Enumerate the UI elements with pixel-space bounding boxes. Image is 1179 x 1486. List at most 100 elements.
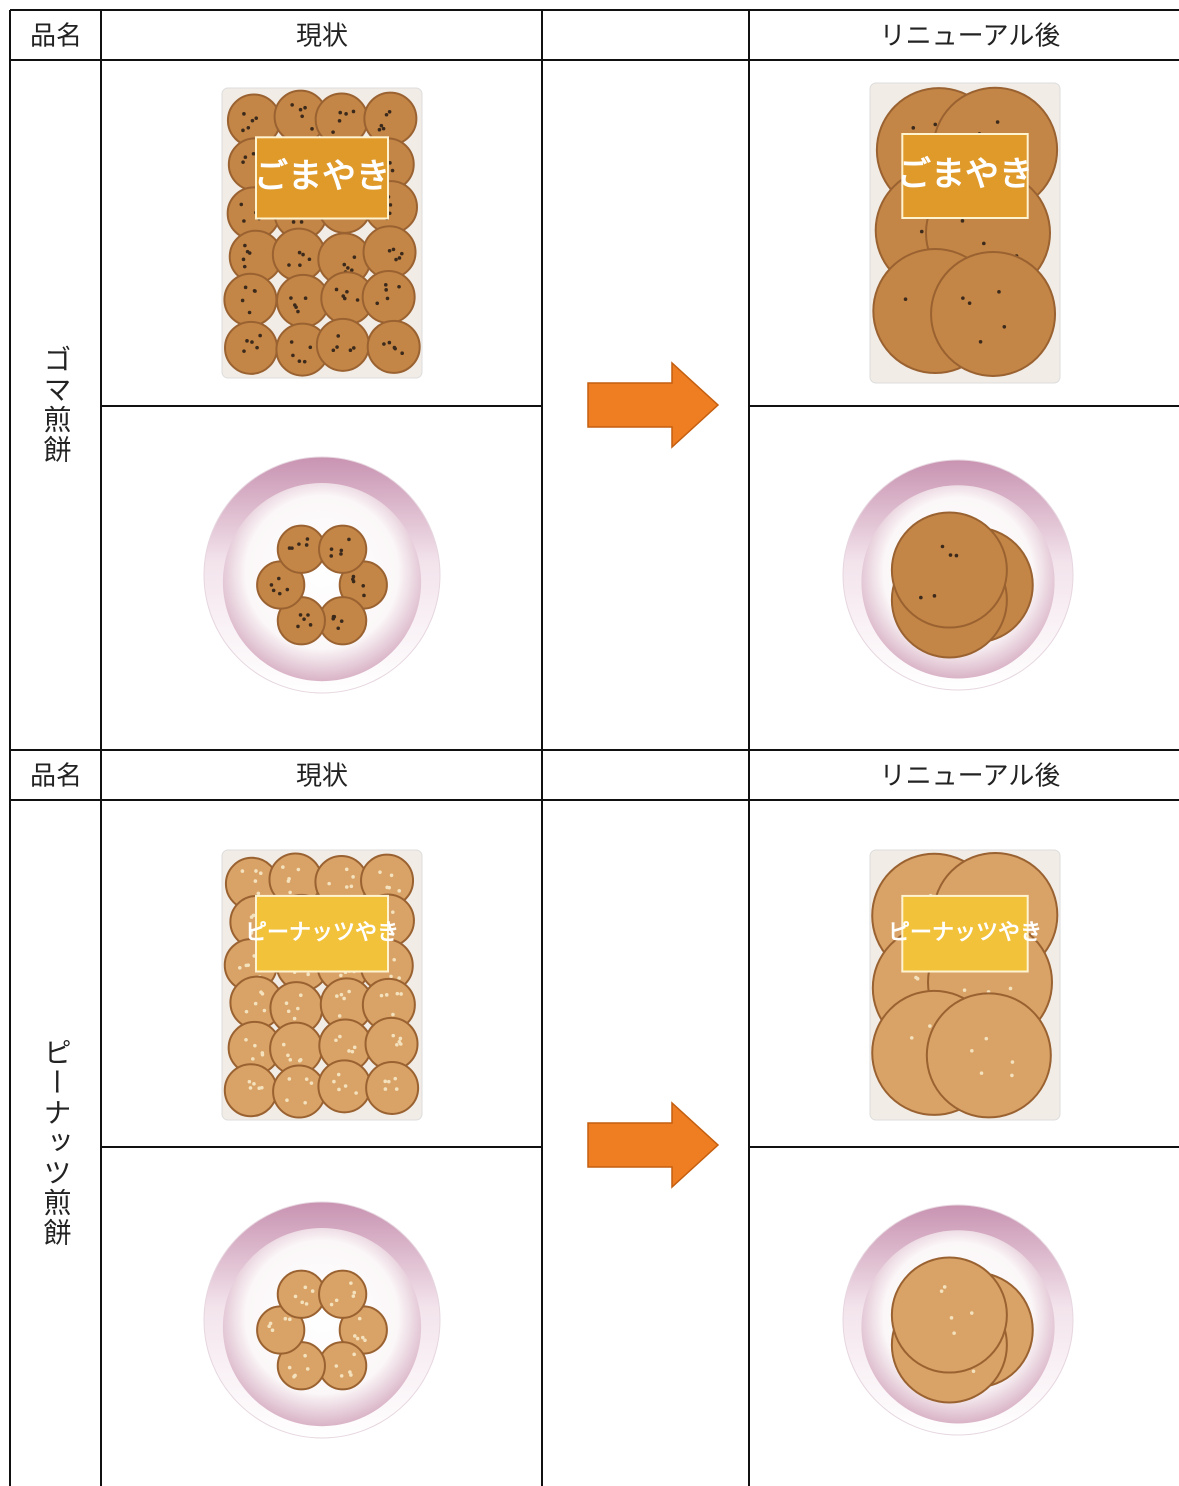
seed: [260, 992, 265, 996]
seed: [397, 889, 402, 893]
seed: [288, 1058, 293, 1062]
seed: [287, 546, 292, 550]
seed: [336, 334, 341, 338]
seed: [383, 283, 388, 287]
seed: [394, 257, 398, 262]
seed: [247, 310, 252, 315]
header-current: 現状: [296, 762, 348, 792]
seed: [254, 869, 258, 873]
seed: [347, 989, 351, 994]
seed: [343, 1084, 348, 1088]
seed: [346, 266, 350, 270]
seed: [984, 1036, 989, 1041]
seed: [903, 297, 908, 302]
seed: [391, 910, 395, 914]
seed: [287, 1365, 292, 1370]
package-photo: ピーナッツやき: [221, 849, 423, 1121]
seed: [289, 296, 293, 300]
seed: [351, 109, 356, 114]
seed: [300, 1300, 305, 1305]
seed: [298, 263, 302, 267]
seed: [267, 1324, 271, 1329]
seed: [349, 1373, 353, 1377]
seed: [928, 1024, 932, 1028]
seed: [352, 1290, 357, 1295]
seed: [967, 301, 972, 305]
seed: [288, 890, 292, 895]
seed: [969, 1311, 974, 1315]
seed: [331, 616, 336, 621]
plate-photo: [203, 1201, 441, 1439]
seed: [1002, 325, 1007, 329]
product-name: ゴマ煎餅: [40, 345, 73, 465]
plate-center: [222, 1227, 422, 1427]
seed: [241, 128, 245, 133]
seed: [339, 552, 343, 556]
seed: [288, 1317, 292, 1322]
cracker: [224, 320, 279, 375]
seed: [339, 973, 343, 978]
seed: [262, 1008, 267, 1013]
seed: [334, 1364, 339, 1368]
seed: [352, 1352, 356, 1357]
product-name: ピーナッツ煎餅: [40, 1038, 73, 1248]
seed: [391, 1033, 396, 1038]
seed: [310, 127, 314, 131]
seed: [939, 1289, 944, 1293]
seed: [952, 1331, 956, 1335]
seed: [392, 345, 397, 350]
seed: [949, 1316, 954, 1320]
seed: [285, 1098, 289, 1103]
seed: [351, 1294, 356, 1298]
seed: [385, 296, 390, 301]
seed: [290, 103, 294, 107]
seed: [243, 285, 248, 290]
seed: [250, 340, 254, 344]
seed: [344, 867, 349, 872]
seed: [287, 1077, 292, 1081]
seed: [334, 1298, 339, 1303]
seed: [239, 202, 244, 207]
seed: [397, 1039, 402, 1044]
seed: [335, 345, 339, 349]
seed: [297, 359, 302, 363]
seed: [390, 168, 395, 173]
seed: [347, 537, 351, 542]
seed: [337, 1087, 341, 1092]
package-photo: ごまやき: [869, 82, 1061, 384]
seed: [294, 305, 298, 309]
seed: [327, 881, 331, 886]
seed: [245, 339, 249, 343]
seed: [246, 963, 251, 967]
seed: [348, 348, 353, 353]
seed: [400, 251, 404, 256]
seed: [291, 353, 295, 358]
package-label-box: [255, 894, 389, 973]
seed: [919, 595, 923, 600]
seed: [347, 1049, 351, 1053]
seed: [1010, 1060, 1015, 1064]
seed: [970, 1048, 974, 1053]
seed: [1010, 1073, 1014, 1078]
seed: [286, 1053, 290, 1058]
seed: [293, 1294, 298, 1299]
seed: [394, 1087, 399, 1091]
seed: [237, 965, 242, 970]
seed: [296, 1006, 300, 1011]
seed: [342, 296, 347, 301]
seed: [281, 865, 285, 869]
seed: [378, 870, 382, 874]
seed: [948, 553, 953, 557]
seed: [309, 1081, 314, 1085]
cracker: [318, 1269, 368, 1319]
package-photo: ごまやき: [221, 87, 423, 379]
seed: [296, 624, 300, 629]
seed: [246, 125, 251, 130]
seed: [339, 619, 344, 623]
seed: [260, 1051, 265, 1055]
seed: [337, 1014, 342, 1018]
seed: [398, 1036, 403, 1041]
seed: [298, 613, 303, 617]
seed: [303, 1285, 308, 1290]
